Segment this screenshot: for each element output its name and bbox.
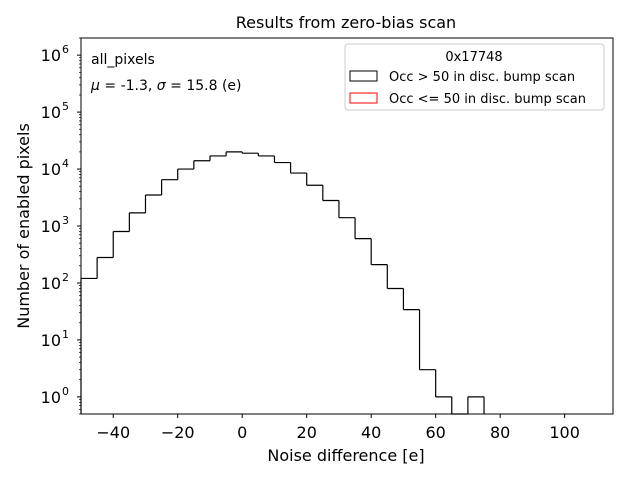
histogram-bars <box>80 151 485 415</box>
y-tick-label: 10 <box>41 274 61 293</box>
stats-unit: (e) <box>222 78 242 94</box>
x-tick-label: 20 <box>297 423 317 442</box>
x-tick-label: 100 <box>549 423 580 442</box>
x-axis-label: Noise difference [e] <box>267 446 424 465</box>
plot-frame <box>80 37 614 415</box>
y-axis-label: Number of enabled pixels <box>14 123 33 329</box>
y-tick-label: 10 <box>41 103 61 122</box>
y-tick-exponent: 2 <box>62 271 69 284</box>
legend-label-occ-gt-50: Occ > 50 in disc. bump scan <box>389 70 575 85</box>
x-tick-label: 60 <box>425 423 445 442</box>
dataset-annotation: all_pixels <box>91 52 155 68</box>
y-tick-exponent: 5 <box>62 100 69 113</box>
legend-swatch-occ-gt-50 <box>349 70 378 82</box>
y-tick-exponent: 6 <box>62 43 69 56</box>
y-tick-label: 10 <box>41 160 61 179</box>
legend-box <box>344 43 605 111</box>
y-tick-label: 10 <box>41 331 61 350</box>
legend-swatch-occ-le-50 <box>349 92 378 104</box>
y-tick-exponent: 1 <box>62 328 69 341</box>
y-tick-exponent: 4 <box>62 157 69 170</box>
legend: 0x17748 Occ > 50 in disc. bump scan Occ … <box>344 43 605 111</box>
x-tick-label: −40 <box>96 423 130 442</box>
x-tick-label: 0 <box>237 423 247 442</box>
stats-sigma: 15.8 <box>186 78 217 94</box>
legend-label-occ-le-50: Occ <= 50 in disc. bump scan <box>389 92 586 107</box>
x-axis: −40 −20 0 20 40 60 80 100 <box>96 414 580 442</box>
x-tick-label: 40 <box>361 423 381 442</box>
x-tick-label: −20 <box>161 423 195 442</box>
y-tick-label: 10 <box>41 388 61 407</box>
legend-title: 0x17748 <box>445 50 502 65</box>
y-tick-label: 10 <box>41 217 61 236</box>
stats-annotation: μ = -1.3, σ = 15.8 (e) <box>90 78 241 94</box>
stats-mu: -1.3 <box>121 78 148 94</box>
x-tick-label: 80 <box>490 423 510 442</box>
y-tick-exponent: 0 <box>62 385 69 398</box>
y-tick-exponent: 3 <box>62 214 69 227</box>
chart-title: Results from zero-bias scan <box>236 13 456 32</box>
y-tick-label: 10 <box>41 46 61 65</box>
